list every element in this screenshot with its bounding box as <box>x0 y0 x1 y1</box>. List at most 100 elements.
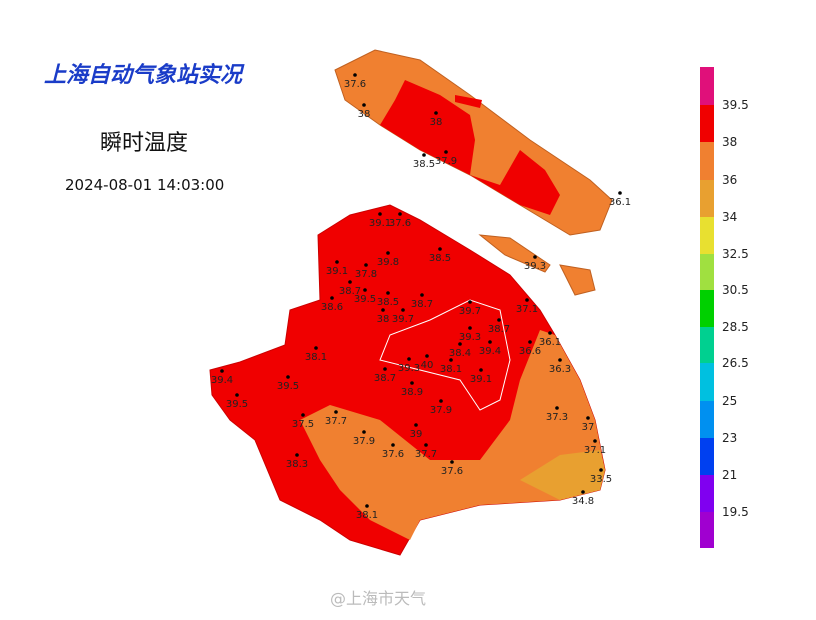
station-value: 37.9 <box>435 156 457 167</box>
station-value: 38.7 <box>339 286 361 297</box>
station-value: 39.3 <box>398 363 420 374</box>
station-value: 38.5 <box>413 159 435 170</box>
station-dot <box>414 423 418 427</box>
station-dot <box>386 251 390 255</box>
station-dot <box>528 340 532 344</box>
station-dot <box>449 358 453 362</box>
station-value: 39.4 <box>479 346 501 357</box>
station-value: 39.7 <box>392 314 414 325</box>
station-dot <box>381 308 385 312</box>
station-value: 39.1 <box>326 266 348 277</box>
station-dot <box>407 357 411 361</box>
station-value: 38 <box>430 117 443 128</box>
station-value: 39 <box>410 429 423 440</box>
station-dot <box>450 460 454 464</box>
station-dot <box>364 263 368 267</box>
station-dot <box>618 191 622 195</box>
station-value: 33.5 <box>590 474 612 485</box>
legend-label: 39.5 <box>722 98 749 112</box>
station-dot <box>348 280 352 284</box>
station-dot <box>555 406 559 410</box>
station-value: 37.7 <box>415 449 437 460</box>
station-value: 38.5 <box>377 297 399 308</box>
station-dot <box>593 439 597 443</box>
station-dot <box>479 368 483 372</box>
legend-label: 25 <box>722 394 737 408</box>
warm-zone <box>300 330 605 540</box>
station-value: 37.6 <box>389 218 411 229</box>
station-value: 36.6 <box>519 346 541 357</box>
station-dot <box>365 504 369 508</box>
legend-label: 32.5 <box>722 247 749 261</box>
station-dot <box>458 342 462 346</box>
station-dot <box>586 416 590 420</box>
station-value: 39.1 <box>470 374 492 385</box>
title: 上海自动气象站实况 <box>44 62 245 88</box>
watermark: @上海市天气 <box>330 589 426 608</box>
station-dot <box>286 375 290 379</box>
station-value: 36.3 <box>549 364 571 375</box>
legend-label: 34 <box>722 210 737 224</box>
legend-label: 28.5 <box>722 320 749 334</box>
station-dot <box>533 255 537 259</box>
station-value: 38.1 <box>305 352 327 363</box>
station-dot <box>378 212 382 216</box>
station-value: 39.1 <box>369 218 391 229</box>
station-dot <box>391 443 395 447</box>
station-dot <box>599 468 603 472</box>
station-dot <box>314 346 318 350</box>
station-value: 37.9 <box>430 405 452 416</box>
station-dot <box>401 308 405 312</box>
station-value: 34.8 <box>572 496 594 507</box>
station-dot <box>420 293 424 297</box>
station-value: 37.6 <box>382 449 404 460</box>
station-dot <box>444 150 448 154</box>
station-dot <box>330 296 334 300</box>
legend-swatch <box>700 512 714 548</box>
timestamp: 2024-08-01 14:03:00 <box>65 176 224 194</box>
legend-swatch <box>700 142 714 180</box>
legend-swatch <box>700 475 714 512</box>
cool-zone <box>520 450 605 500</box>
station-value: 37.7 <box>325 416 347 427</box>
station-value: 38.7 <box>488 324 510 335</box>
legend-swatch <box>700 254 714 290</box>
legend-swatch <box>700 401 714 438</box>
station-dot <box>410 381 414 385</box>
station-value: 37.1 <box>584 445 606 456</box>
station-value: 39.8 <box>377 257 399 268</box>
station-value: 37.6 <box>344 79 366 90</box>
station-dot <box>301 413 305 417</box>
station-value: 37.1 <box>516 304 538 315</box>
station-value: 37.3 <box>546 412 568 423</box>
station-value: 39.4 <box>211 375 233 386</box>
station-value: 38 <box>377 314 390 325</box>
station-dot <box>434 111 438 115</box>
station-dot <box>468 326 472 330</box>
station-value: 38.6 <box>321 302 343 313</box>
station-dot <box>424 443 428 447</box>
station-dot <box>497 318 501 322</box>
legend-swatch <box>700 327 714 363</box>
station-dot <box>334 410 338 414</box>
station-value: 38.9 <box>401 387 423 398</box>
station-value: 39.5 <box>354 294 376 305</box>
map <box>209 49 613 556</box>
station-value: 37.9 <box>353 436 375 447</box>
station-value: 36.1 <box>609 197 631 208</box>
station-value: 38.3 <box>286 459 308 470</box>
station-dot <box>362 103 366 107</box>
subtitle: 瞬时温度 <box>100 131 188 156</box>
station-value: 39.5 <box>277 381 299 392</box>
station-dot <box>383 367 387 371</box>
legend-label: 23 <box>722 431 737 445</box>
station-dot <box>438 247 442 251</box>
legend-label: 38 <box>722 135 737 149</box>
legend-swatch <box>700 217 714 254</box>
station-value: 38.7 <box>411 299 433 310</box>
station-value: 39.7 <box>459 306 481 317</box>
legend-label: 26.5 <box>722 356 749 370</box>
legend-label: 21 <box>722 468 737 482</box>
